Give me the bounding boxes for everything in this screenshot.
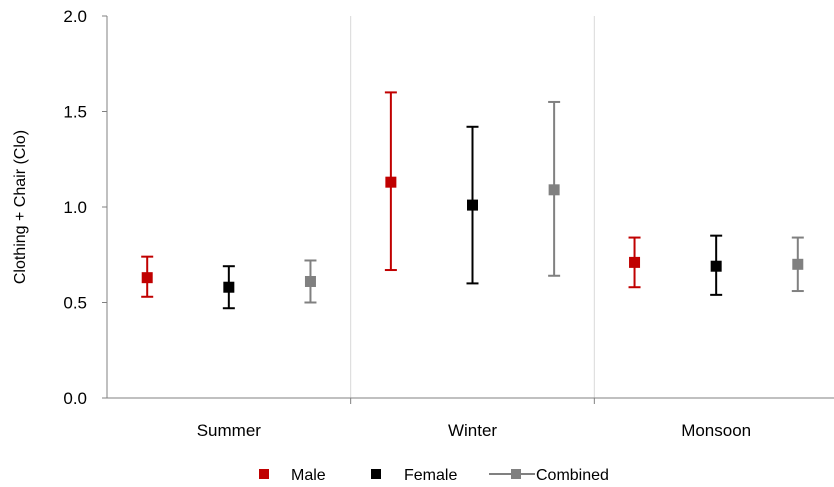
- legend-item-female: Female: [371, 467, 457, 484]
- legend-marker: [371, 469, 381, 479]
- data-point-male: [141, 255, 154, 298]
- y-tick-label: 1.5: [63, 103, 87, 122]
- marker: [223, 281, 235, 293]
- legend: Male Female Combined: [259, 467, 609, 484]
- legend-item-combined: Combined: [489, 467, 609, 484]
- x-category-label: Monsoon: [681, 421, 751, 440]
- marker: [548, 184, 560, 196]
- y-tick-label: 2.0: [63, 7, 87, 26]
- marker: [710, 260, 722, 272]
- data-point-combined: [791, 236, 804, 293]
- data-point-male: [628, 236, 641, 289]
- x-category-label: Winter: [448, 421, 497, 440]
- data-point-combined: [548, 100, 561, 277]
- marker: [304, 275, 316, 287]
- y-tick-label: 1.0: [63, 198, 87, 217]
- x-ticks: Summer Winter Monsoon: [197, 398, 751, 440]
- legend-item-male: Male: [259, 467, 326, 484]
- data-marks: [141, 91, 804, 310]
- x-category-label: Summer: [197, 421, 262, 440]
- legend-label: Male: [291, 467, 326, 484]
- y-tick-label: 0.0: [63, 389, 87, 408]
- legend-marker: [511, 469, 521, 479]
- y-axis-title: Clothing + Chair (Clo): [12, 130, 29, 284]
- data-point-male: [384, 91, 397, 272]
- data-point-combined: [304, 259, 317, 304]
- marker: [141, 272, 153, 284]
- data-point-female: [222, 265, 235, 310]
- legend-label: Female: [404, 467, 457, 484]
- legend-marker: [259, 469, 269, 479]
- y-ticks: 0.0 0.5 1.0 1.5 2.0: [63, 7, 107, 408]
- category-separators: [350, 16, 595, 398]
- marker: [467, 199, 478, 211]
- y-tick-label: 0.5: [63, 294, 87, 313]
- data-point-female: [710, 234, 723, 296]
- legend-label: Combined: [536, 467, 609, 484]
- marker: [629, 256, 641, 268]
- marker: [385, 176, 397, 188]
- data-point-female: [466, 125, 479, 285]
- marker: [792, 258, 804, 270]
